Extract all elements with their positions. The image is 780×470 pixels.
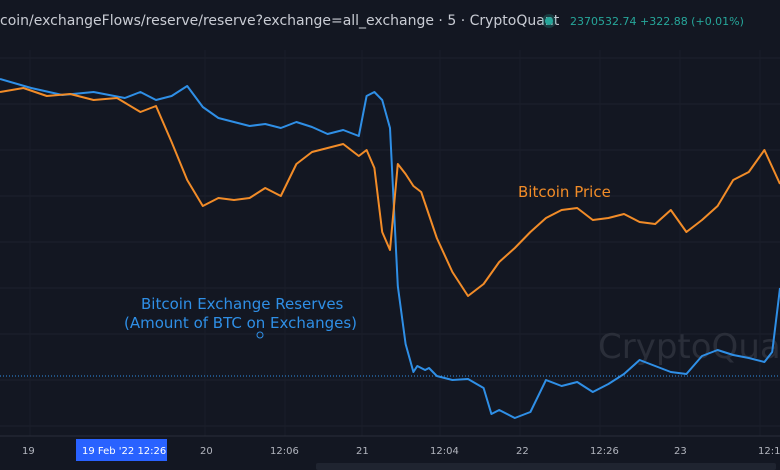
x-tick-label: 12:06 xyxy=(270,446,299,457)
chart-title: coin/exchangeFlows/reserve/reserve?excha… xyxy=(0,13,560,29)
series-line-price xyxy=(0,87,780,297)
annotation-reserves-subtitle: (Amount of BTC on Exchanges) xyxy=(124,314,357,332)
series-layer xyxy=(0,78,780,419)
x-tick-label: 12:1 xyxy=(758,446,780,457)
x-tick-label: 21 xyxy=(356,446,369,457)
annotation-bitcoin-price: Bitcoin Price xyxy=(518,183,611,201)
x-tick-label: 19 xyxy=(22,446,35,457)
price-readout: 2370532.74 +322.88 (+0.01%) xyxy=(570,15,744,28)
x-tick-label: 20 xyxy=(200,446,213,457)
series-line-reserve xyxy=(0,78,780,419)
chart-header: coin/exchangeFlows/reserve/reserve?excha… xyxy=(0,0,780,44)
x-tick-label: 12:26 xyxy=(590,446,619,457)
watermark: CryptoQuant xyxy=(598,327,780,367)
live-status-dot xyxy=(545,17,553,25)
x-tick-label: 22 xyxy=(516,446,529,457)
crosshair-time-label: 19 Feb '22 12:26 xyxy=(82,446,166,457)
annotation-marker xyxy=(256,331,264,339)
time-scrollbar[interactable] xyxy=(316,463,776,470)
crosshair-time-badge xyxy=(76,439,167,461)
grid-lines xyxy=(0,50,780,436)
x-tick-label: 12:04 xyxy=(430,446,459,457)
x-tick-label: 23 xyxy=(674,446,687,457)
annotation-exchange-reserves: Bitcoin Exchange Reserves xyxy=(141,295,344,313)
x-axis-ticks: 19 20 12:06 21 12:04 22 12:26 23 12:1 xyxy=(22,446,780,457)
